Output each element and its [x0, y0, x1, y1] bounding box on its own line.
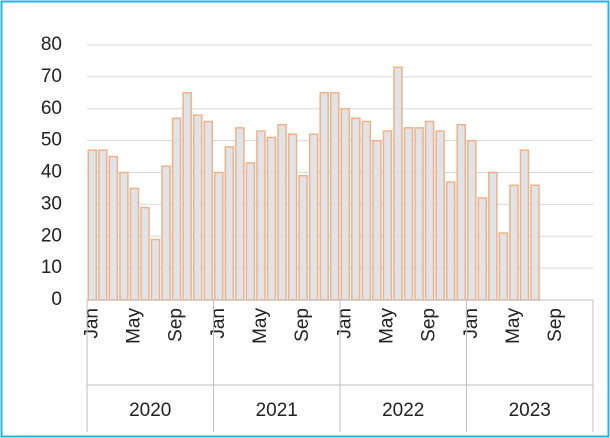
year-label: 2023	[509, 400, 551, 421]
bar	[393, 66, 403, 301]
bar	[192, 114, 203, 301]
bar	[509, 184, 519, 301]
x-tick-label: May	[376, 308, 397, 344]
bar	[235, 127, 245, 301]
x-tick-label: Sep	[419, 308, 440, 342]
x-tick-label: May	[250, 308, 271, 344]
y-tick-label: 50	[41, 130, 62, 151]
bar	[361, 120, 372, 301]
x-tick-label: Jan	[334, 308, 355, 339]
bar	[477, 197, 488, 301]
bar	[382, 130, 393, 301]
x-tick-label: Jan	[81, 308, 102, 339]
bar	[340, 108, 351, 301]
bar	[488, 171, 498, 301]
bar	[266, 136, 277, 301]
y-tick-label: 40	[41, 162, 62, 183]
bar	[150, 238, 161, 301]
year-label: 2021	[256, 400, 298, 421]
bar	[171, 117, 182, 301]
bar	[256, 130, 266, 301]
bar	[245, 162, 256, 301]
x-tick-label: Sep	[545, 308, 566, 342]
bar	[530, 184, 540, 301]
x-tick-label: May	[503, 308, 524, 344]
x-tick-label: Jan	[461, 308, 482, 339]
bar	[403, 127, 414, 301]
y-tick-label: 20	[41, 225, 62, 246]
bar	[129, 187, 140, 301]
bar	[161, 165, 171, 301]
y-tick-label: 60	[41, 98, 62, 119]
bar	[456, 123, 466, 301]
bar	[424, 120, 435, 301]
x-tick-label: Sep	[292, 308, 313, 342]
bar	[214, 171, 224, 301]
bar	[435, 130, 445, 301]
bar	[287, 133, 298, 301]
bar	[319, 92, 329, 301]
year-label: 2022	[382, 400, 424, 421]
y-tick-label: 0	[51, 289, 62, 310]
bar	[351, 117, 361, 301]
bar	[108, 155, 119, 301]
bar	[298, 174, 308, 301]
bar	[182, 92, 192, 301]
bar	[519, 149, 530, 301]
bar	[372, 139, 382, 301]
bar	[98, 149, 108, 301]
bar	[329, 92, 340, 301]
x-tick-label: Jan	[208, 308, 229, 339]
bar	[498, 232, 509, 301]
bar	[203, 120, 213, 301]
year-label: 2020	[129, 400, 171, 421]
bar	[119, 171, 129, 301]
bar	[140, 206, 150, 301]
bar	[224, 146, 235, 301]
bar	[414, 127, 424, 301]
y-tick-label: 30	[41, 193, 62, 214]
bar	[277, 123, 287, 301]
bar	[308, 133, 319, 301]
x-tick-label: May	[123, 308, 144, 344]
x-tick-label: Sep	[166, 308, 187, 342]
bar	[445, 181, 456, 301]
y-tick-label: 10	[41, 257, 62, 278]
bar	[87, 149, 98, 301]
bar	[467, 139, 477, 301]
y-tick-label: 80	[41, 34, 62, 55]
y-tick-label: 70	[41, 66, 62, 87]
